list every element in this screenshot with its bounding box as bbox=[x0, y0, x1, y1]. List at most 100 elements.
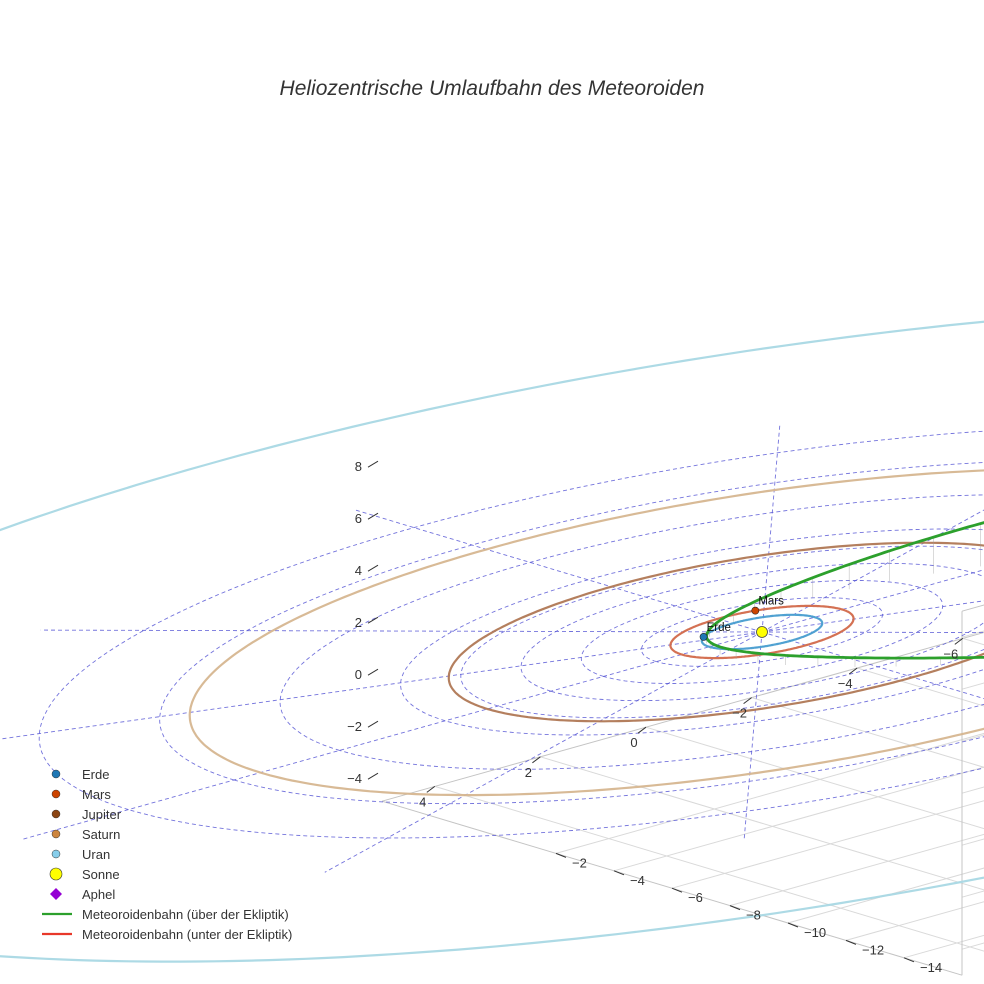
legend-label: Erde bbox=[82, 767, 109, 782]
z-tick-mark bbox=[367, 564, 379, 572]
legend-entry: Mars bbox=[51, 787, 111, 802]
x-tick-mark bbox=[426, 786, 436, 793]
legend-label: Aphel bbox=[82, 887, 115, 902]
sun-marker bbox=[756, 626, 768, 638]
legend-entry: Erde bbox=[51, 767, 109, 782]
ecliptic-grid-circle bbox=[460, 545, 984, 719]
legend: Erde Mars Jupiter Saturn Uran Sonne Aphel Meteo… bbox=[42, 767, 292, 942]
y-tick-label: −10 bbox=[804, 925, 826, 940]
legend-marker bbox=[51, 769, 61, 779]
ecliptic-grid-ray bbox=[0, 631, 763, 740]
ecliptic-grid-circle bbox=[400, 528, 984, 736]
z-tick-mark bbox=[367, 720, 379, 728]
legend-marker bbox=[51, 809, 61, 819]
ecliptic-grid-ray bbox=[761, 509, 984, 633]
y-tick-mark bbox=[729, 905, 741, 911]
grid-line bbox=[434, 785, 984, 952]
legend-label: Meteoroidenbahn (unter der Ekliptik) bbox=[82, 927, 292, 942]
ecliptic-grid-ray bbox=[761, 600, 984, 633]
ecliptic-grid-ray bbox=[40, 629, 763, 633]
z-tick-label: 0 bbox=[355, 667, 362, 682]
ecliptic-grid-ray bbox=[761, 631, 984, 700]
x-tick-mark bbox=[532, 756, 541, 764]
chart-title: Heliozentrische Umlaufbahn des Meteoroid… bbox=[280, 77, 705, 100]
legend-marker bbox=[51, 789, 61, 799]
y-tick-label: −2 bbox=[572, 855, 587, 870]
x-tick-label: 2 bbox=[525, 765, 532, 780]
ecliptic-grid-ray bbox=[22, 631, 763, 840]
grid-line bbox=[613, 766, 984, 872]
ecliptic-grid-circle bbox=[38, 430, 984, 839]
legend-marker bbox=[49, 867, 63, 881]
legend-marker bbox=[50, 888, 62, 900]
ecliptic-grid-ray bbox=[355, 509, 763, 633]
y-tick-mark bbox=[555, 852, 567, 858]
z-tick-label: −2 bbox=[347, 719, 362, 734]
z-tick-mark bbox=[367, 512, 379, 520]
grid-line bbox=[555, 732, 984, 854]
orbit-uran bbox=[0, 320, 984, 963]
meteoroid-drop-lines bbox=[706, 523, 981, 668]
z-tick-label: 8 bbox=[355, 459, 362, 474]
x-tick-label: 0 bbox=[630, 735, 637, 750]
pane-edge bbox=[381, 631, 984, 802]
grid-line bbox=[671, 800, 984, 889]
x-tick-label: −2 bbox=[732, 706, 747, 721]
x-tick-mark bbox=[954, 638, 964, 645]
legend-entry: Uran bbox=[51, 847, 110, 862]
grid-line bbox=[729, 833, 984, 907]
y-tick-mark bbox=[845, 939, 857, 945]
y-tick-label: −6 bbox=[688, 890, 703, 905]
legend-entry: Saturn bbox=[51, 827, 120, 842]
orbit-erde bbox=[700, 613, 824, 651]
z-tick-mark bbox=[367, 460, 379, 468]
legend-entry: Aphel bbox=[50, 887, 115, 902]
legend-marker bbox=[51, 829, 61, 839]
y-tick-mark bbox=[787, 922, 799, 928]
x-tick-mark bbox=[637, 726, 647, 734]
axis-ticks: −4−202468−14−12−10−8−6−4−2024−14−12−10−8… bbox=[347, 459, 964, 975]
axis-panes bbox=[381, 604, 984, 976]
y-tick-mark bbox=[903, 957, 915, 963]
x-tick-label: −6 bbox=[943, 646, 958, 661]
grid-line bbox=[961, 734, 984, 742]
planet-orbits bbox=[0, 320, 984, 963]
planet-erde bbox=[699, 632, 708, 641]
x-tick-label: −4 bbox=[838, 676, 853, 691]
y-tick-mark bbox=[671, 887, 683, 893]
ecliptic-grid bbox=[0, 422, 984, 873]
legend-label: Mars bbox=[82, 787, 111, 802]
z-tick-label: −4 bbox=[347, 771, 362, 786]
grid-line bbox=[751, 697, 984, 768]
legend-label: Uran bbox=[82, 847, 110, 862]
grid-line bbox=[961, 838, 984, 846]
meteoroid-trajectory bbox=[705, 521, 984, 660]
legend-label: Saturn bbox=[82, 827, 120, 842]
legend-entry: Meteoroidenbahn (über der Ekliptik) bbox=[42, 907, 289, 922]
legend-label: Meteoroidenbahn (über der Ekliptik) bbox=[82, 907, 289, 922]
grid-line bbox=[540, 756, 984, 891]
z-tick-mark bbox=[367, 668, 379, 676]
grid-line bbox=[961, 630, 984, 638]
z-tick-label: 2 bbox=[355, 615, 362, 630]
grid-line bbox=[857, 667, 984, 707]
grid-line bbox=[962, 637, 984, 646]
legend-entry: Meteoroidenbahn (unter der Ekliptik) bbox=[42, 927, 292, 942]
x-tick-mark bbox=[848, 667, 858, 675]
legend-label: Jupiter bbox=[82, 807, 122, 822]
orbit-saturn bbox=[188, 469, 984, 797]
planet-label-mars: Mars bbox=[758, 596, 784, 608]
z-tick-label: 4 bbox=[355, 563, 362, 578]
planet-mars bbox=[751, 606, 760, 615]
ecliptic-grid-ray bbox=[324, 631, 763, 873]
y-tick-mark bbox=[613, 870, 625, 876]
x-tick-mark bbox=[743, 697, 752, 704]
legend-label: Sonne bbox=[82, 867, 120, 882]
y-tick-label: −12 bbox=[862, 942, 884, 957]
legend-entry: Sonne bbox=[49, 867, 120, 882]
ecliptic-grid-ray bbox=[761, 631, 984, 634]
planet-label-erde: Erde bbox=[707, 622, 731, 634]
ecliptic-grid-ray bbox=[761, 569, 984, 633]
